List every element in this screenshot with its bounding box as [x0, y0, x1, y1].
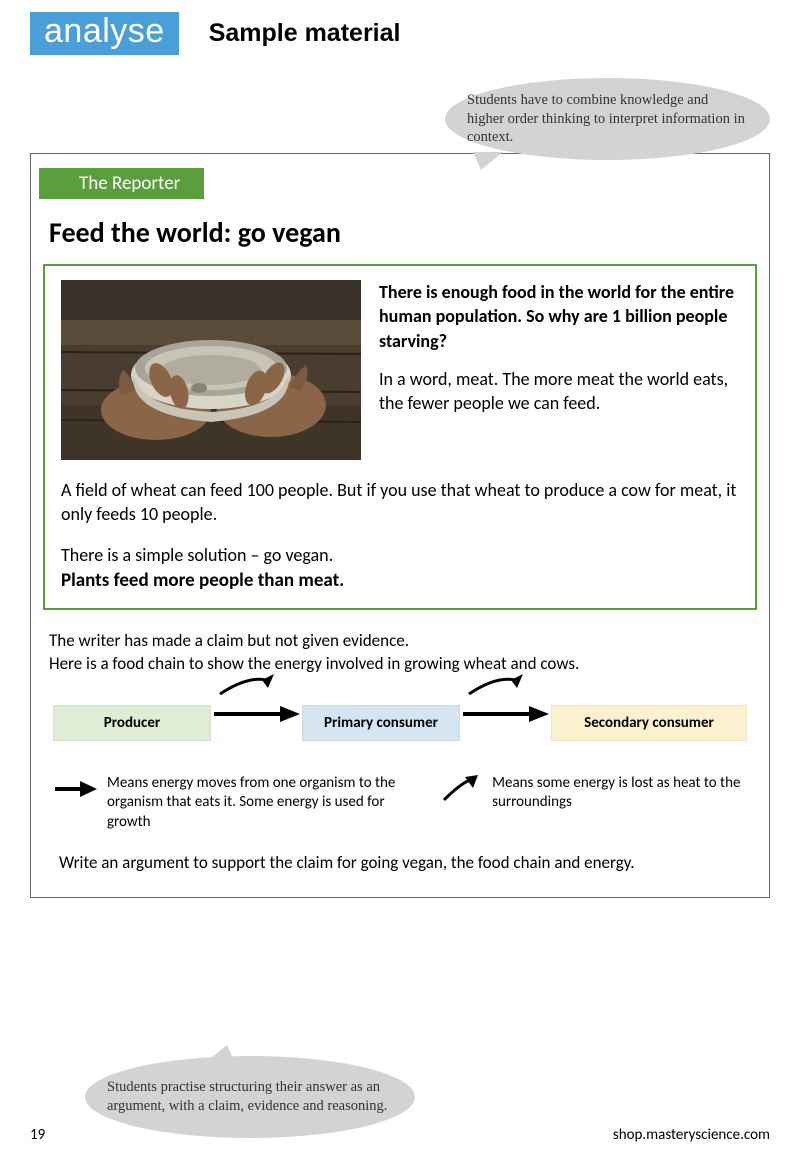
callout-bottom-text: Students practise structuring their answ…	[107, 1078, 393, 1116]
legend-straight-text: Means energy moves from one organism to …	[107, 774, 408, 833]
node-primary-label: Primary consumer	[324, 714, 438, 732]
article-p3: There is a simple solution – go vegan.	[61, 543, 739, 567]
callout-top: Students have to combine knowledge and h…	[445, 78, 770, 160]
page-number: 19	[30, 1126, 45, 1144]
curved-arrow-icon	[438, 774, 482, 804]
task-prompt: Write an argument to support the claim f…	[49, 852, 751, 873]
node-primary: Primary consumer	[302, 705, 460, 741]
legend-curved: Means some energy is lost as heat to the…	[438, 774, 747, 833]
article-p1: In a word, meat. The more meat the world…	[379, 367, 739, 416]
callout-tail-icon	[205, 1045, 235, 1063]
reporter-tab: The Reporter	[39, 168, 761, 199]
analyse-badge: analyse	[30, 12, 179, 55]
article-p2: A field of wheat can feed 100 people. Bu…	[61, 478, 739, 527]
callout-top-text: Students have to combine knowledge and h…	[467, 91, 748, 148]
legend-straight: Means energy moves from one organism to …	[53, 774, 408, 833]
chain-arrow-2	[461, 668, 551, 732]
chain-arrow-1	[212, 668, 302, 732]
node-secondary: Secondary consumer	[551, 705, 747, 741]
article-headline: Feed the world: go vegan	[39, 199, 761, 264]
article-box: There is enough food in the world for th…	[43, 264, 757, 610]
straight-arrow-icon	[53, 774, 97, 804]
article-conclusion: Plants feed more people than meat.	[61, 569, 739, 592]
worksheet-frame: The Reporter Feed the world: go vegan	[30, 153, 770, 898]
reporter-tab-label: The Reporter	[39, 168, 204, 199]
page-title: Sample material	[209, 19, 401, 48]
footer-site: shop.masteryscience.com	[613, 1126, 770, 1144]
explain-line-1: The writer has made a claim but not give…	[49, 630, 409, 651]
page-header: analyse Sample material	[30, 12, 770, 55]
legend-curved-text: Means some energy is lost as heat to the…	[492, 774, 747, 813]
bowl-hands-image	[61, 280, 361, 460]
task-section: The writer has made a claim but not give…	[39, 610, 761, 881]
task-explain: The writer has made a claim but not give…	[49, 630, 751, 676]
food-chain-diagram: Producer Primary consumer	[49, 698, 751, 748]
callout-tail-icon	[473, 152, 503, 170]
article-lead: There is enough food in the world for th…	[379, 280, 739, 353]
node-producer: Producer	[53, 705, 211, 741]
legend: Means energy moves from one organism to …	[49, 774, 751, 833]
callout-bottom: Students practise structuring their answ…	[85, 1056, 415, 1138]
